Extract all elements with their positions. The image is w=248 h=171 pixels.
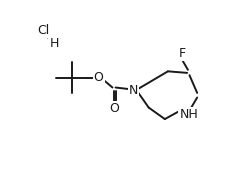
Text: O: O (94, 71, 104, 84)
Text: NH: NH (179, 108, 198, 121)
Text: H: H (49, 37, 59, 50)
Text: Cl: Cl (37, 24, 49, 37)
Text: O: O (109, 102, 119, 115)
Text: F: F (179, 47, 186, 60)
Text: N: N (128, 84, 138, 97)
